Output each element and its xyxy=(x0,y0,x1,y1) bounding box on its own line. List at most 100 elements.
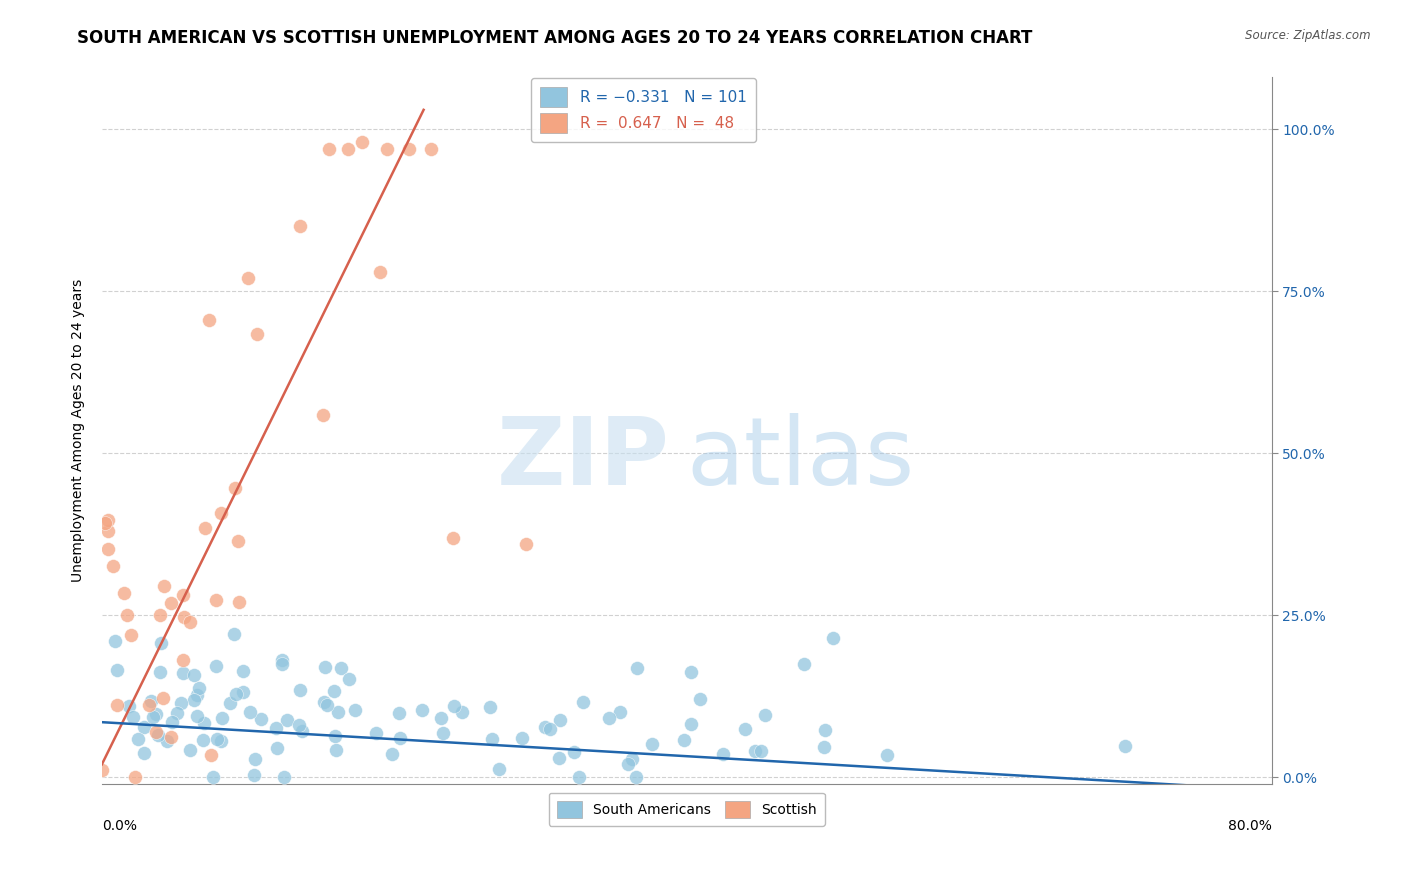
Point xyxy=(211,710,233,724)
Point xyxy=(276,713,298,727)
Point xyxy=(243,768,266,782)
Point xyxy=(198,312,221,326)
Point xyxy=(183,668,205,682)
Point xyxy=(314,660,336,674)
Text: ZIP: ZIP xyxy=(496,413,669,505)
Point xyxy=(672,733,695,747)
Point xyxy=(488,763,510,777)
Point xyxy=(205,659,228,673)
Point xyxy=(288,683,311,698)
Text: SOUTH AMERICAN VS SCOTTISH UNEMPLOYMENT AMONG AGES 20 TO 24 YEARS CORRELATION CH: SOUTH AMERICAN VS SCOTTISH UNEMPLOYMENT … xyxy=(77,29,1032,46)
Point xyxy=(236,271,259,285)
Point xyxy=(245,326,267,341)
Point xyxy=(115,608,138,623)
Text: Source: ZipAtlas.com: Source: ZipAtlas.com xyxy=(1246,29,1371,42)
Point xyxy=(325,743,347,757)
Point xyxy=(547,751,569,765)
Point xyxy=(124,770,146,784)
Point xyxy=(159,596,181,610)
Point xyxy=(188,681,211,695)
Point xyxy=(145,707,167,722)
Point xyxy=(443,698,465,713)
Point xyxy=(142,710,165,724)
Point xyxy=(389,731,412,745)
Point xyxy=(429,711,451,725)
Point xyxy=(91,763,114,777)
Y-axis label: Unemployment Among Ages 20 to 24 years: Unemployment Among Ages 20 to 24 years xyxy=(72,279,86,582)
Point xyxy=(152,690,174,705)
Text: atlas: atlas xyxy=(686,413,915,505)
Point xyxy=(122,710,145,724)
Point xyxy=(375,142,398,156)
Point xyxy=(172,653,194,667)
Point xyxy=(225,687,247,701)
Point xyxy=(689,692,711,706)
Point xyxy=(105,663,128,677)
Point xyxy=(101,558,124,573)
Point xyxy=(621,752,644,766)
Point xyxy=(291,723,314,738)
Point xyxy=(226,533,249,548)
Point xyxy=(200,747,222,762)
Point xyxy=(266,741,288,756)
Point xyxy=(679,716,702,731)
Point xyxy=(160,715,183,730)
Point xyxy=(813,739,835,754)
Point xyxy=(245,752,267,766)
Point xyxy=(641,737,664,751)
Point xyxy=(148,728,170,742)
Point xyxy=(202,770,225,784)
Point xyxy=(479,700,502,714)
Point xyxy=(343,704,366,718)
Point xyxy=(193,716,215,731)
Point xyxy=(624,770,647,784)
Point xyxy=(381,747,404,761)
Point xyxy=(145,724,167,739)
Point xyxy=(538,722,561,736)
Point xyxy=(127,731,149,746)
Point xyxy=(169,696,191,710)
Point xyxy=(288,219,311,234)
Point xyxy=(250,712,273,726)
Point xyxy=(97,524,120,538)
Point xyxy=(510,731,533,745)
Point xyxy=(173,610,195,624)
Point xyxy=(432,726,454,740)
Point xyxy=(533,721,555,735)
Point xyxy=(419,142,441,156)
Point xyxy=(264,721,287,735)
Point xyxy=(814,723,837,737)
Point xyxy=(876,748,898,763)
Point xyxy=(228,595,250,609)
Point xyxy=(186,688,208,702)
Point xyxy=(224,481,246,495)
Point xyxy=(598,711,620,725)
Point xyxy=(734,722,756,736)
Point xyxy=(364,726,387,740)
Point xyxy=(271,657,294,671)
Point xyxy=(232,684,254,698)
Point xyxy=(329,661,352,675)
Point xyxy=(94,516,117,531)
Point xyxy=(132,720,155,734)
Point xyxy=(339,673,361,687)
Point xyxy=(388,706,411,721)
Point xyxy=(609,705,631,719)
Point xyxy=(312,408,335,422)
Point xyxy=(315,698,337,713)
Point xyxy=(368,265,391,279)
Point xyxy=(450,706,472,720)
Point xyxy=(149,608,172,623)
Point xyxy=(209,734,232,748)
Point xyxy=(1114,739,1136,754)
Point xyxy=(120,628,142,642)
Point xyxy=(515,537,537,551)
Point xyxy=(749,743,772,757)
Point xyxy=(141,694,163,708)
Point xyxy=(105,698,128,713)
Point xyxy=(548,714,571,728)
Point xyxy=(218,696,240,710)
Point xyxy=(398,142,420,156)
Point xyxy=(323,684,346,698)
Point xyxy=(271,653,294,667)
